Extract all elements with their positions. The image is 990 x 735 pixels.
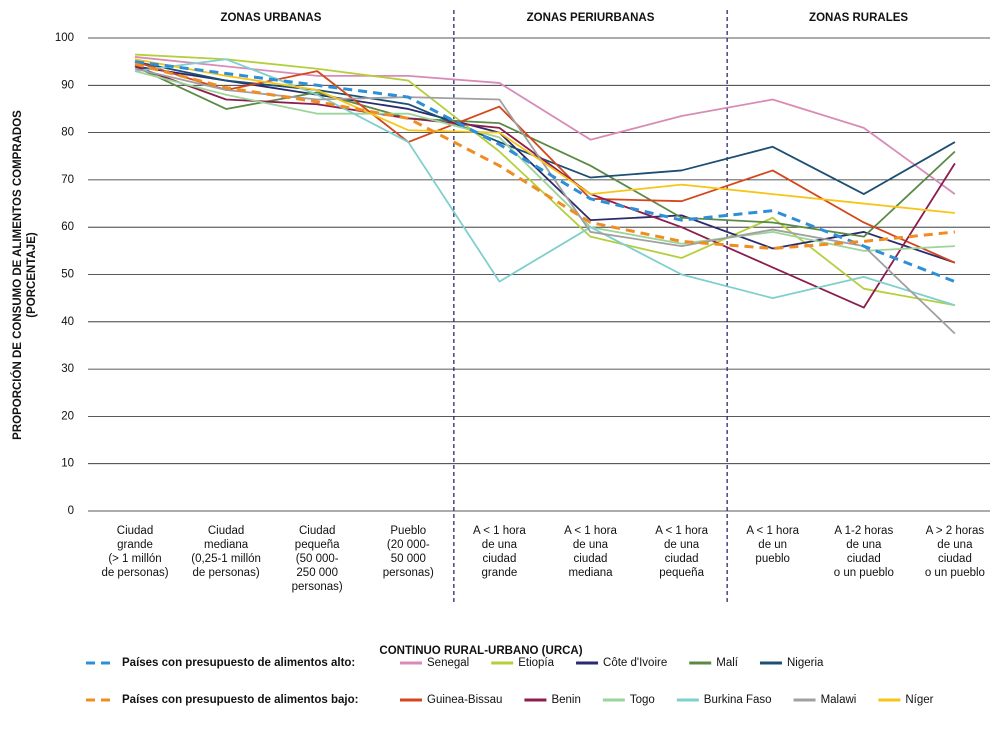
x-tick-label: ciudad: [665, 553, 699, 565]
x-tick-label: Pueblo: [390, 525, 426, 537]
x-tick-label: (0,25-1 millón: [191, 553, 261, 565]
x-tick-label: A 1-2 horas: [834, 525, 893, 537]
legend-label: Malí: [716, 657, 739, 669]
y-axis-title: PROPORCIÓN DE CONSUMO DE ALIMENTOS COMPR…: [11, 110, 24, 440]
x-tick-label: A < 1 hora: [655, 525, 708, 537]
legend-label: Nigeria: [787, 657, 824, 669]
y-tick-label: 90: [61, 79, 74, 91]
x-tick-label: ciudad: [574, 553, 608, 565]
legend-label: Países con presupuesto de alimentos bajo…: [122, 694, 358, 706]
x-tick-label: mediana: [568, 567, 613, 579]
y-tick-label: 60: [61, 221, 74, 233]
x-tick-label: 250 000: [296, 567, 338, 579]
x-tick-label: A < 1 hora: [746, 525, 799, 537]
x-tick-label: (> 1 millón: [108, 553, 161, 565]
series-line: [134, 60, 956, 195]
y-axis-title: (PORCENTAJE): [26, 232, 38, 318]
x-tick-label: A < 1 hora: [564, 525, 617, 537]
x-tick-label: pequeña: [295, 539, 340, 551]
x-tick-label: personas): [292, 581, 343, 593]
x-tick-label: mediana: [204, 539, 249, 551]
x-tick-label: 50 000: [391, 553, 426, 565]
x-tick-label: A < 1 hora: [473, 525, 526, 537]
y-tick-label: 100: [55, 32, 74, 44]
legend-label: Senegal: [427, 657, 469, 669]
x-tick-label: o un pueblo: [925, 567, 985, 579]
series-line: [134, 65, 956, 238]
x-tick-label: de una: [664, 539, 700, 551]
x-tick-label: A > 2 horas: [926, 525, 985, 537]
average-line: [134, 62, 956, 250]
legend-label: Burkina Faso: [704, 694, 772, 706]
y-tick-label: 40: [61, 316, 74, 328]
y-tick-label: 0: [68, 505, 74, 517]
x-tick-label: de una: [937, 539, 973, 551]
x-tick-label: ciudad: [847, 553, 881, 565]
series-line: [134, 56, 956, 195]
x-tick-label: de personas): [101, 567, 168, 579]
x-tick-label: pequeña: [659, 567, 704, 579]
x-tick-label: de una: [482, 539, 518, 551]
x-tick-label: de personas): [193, 567, 260, 579]
legend-label: Etiopía: [518, 657, 554, 669]
x-tick-label: grande: [117, 539, 153, 551]
y-tick-label: 30: [61, 363, 74, 375]
x-tick-label: o un pueblo: [834, 567, 894, 579]
y-tick-label: 10: [61, 458, 74, 470]
x-tick-label: Ciudad: [208, 525, 244, 537]
x-axis-title: CONTINUO RURAL-URBANO (URCA): [379, 645, 582, 657]
x-tick-label: personas): [383, 567, 434, 579]
x-tick-label: Ciudad: [117, 525, 153, 537]
legend-label: Níger: [905, 694, 933, 706]
x-tick-label: de una: [846, 539, 882, 551]
y-tick-label: 70: [61, 174, 74, 186]
zone-label: ZONAS PERIURBANAS: [527, 12, 655, 24]
x-tick-label: (20 000-: [387, 539, 430, 551]
y-tick-label: 50: [61, 269, 74, 281]
legend-label: Côte d'Ivoire: [603, 657, 667, 669]
y-tick-label: 80: [61, 127, 74, 139]
x-tick-label: de una: [573, 539, 609, 551]
x-tick-label: ciudad: [938, 553, 972, 565]
legend-label: Togo: [630, 694, 655, 706]
y-tick-label: 20: [61, 410, 74, 422]
x-tick-label: de un: [758, 539, 787, 551]
x-tick-label: pueblo: [755, 553, 790, 565]
legend-label: Guinea-Bissau: [427, 694, 502, 706]
series-line: [134, 70, 955, 252]
legend-label: Países con presupuesto de alimentos alto…: [122, 657, 355, 669]
legend-label: Benin: [551, 694, 580, 706]
zone-label: ZONAS RURALES: [809, 12, 908, 24]
zone-label: ZONAS URBANAS: [220, 12, 321, 24]
x-tick-label: grande: [481, 567, 517, 579]
series-line: [134, 58, 955, 214]
x-tick-label: (50 000-: [296, 553, 339, 565]
x-tick-label: ciudad: [482, 553, 516, 565]
legend-label: Malawi: [821, 694, 857, 706]
series-line: [134, 65, 956, 264]
x-tick-label: Ciudad: [299, 525, 335, 537]
series-line: [134, 58, 956, 307]
average-line: [134, 60, 956, 283]
